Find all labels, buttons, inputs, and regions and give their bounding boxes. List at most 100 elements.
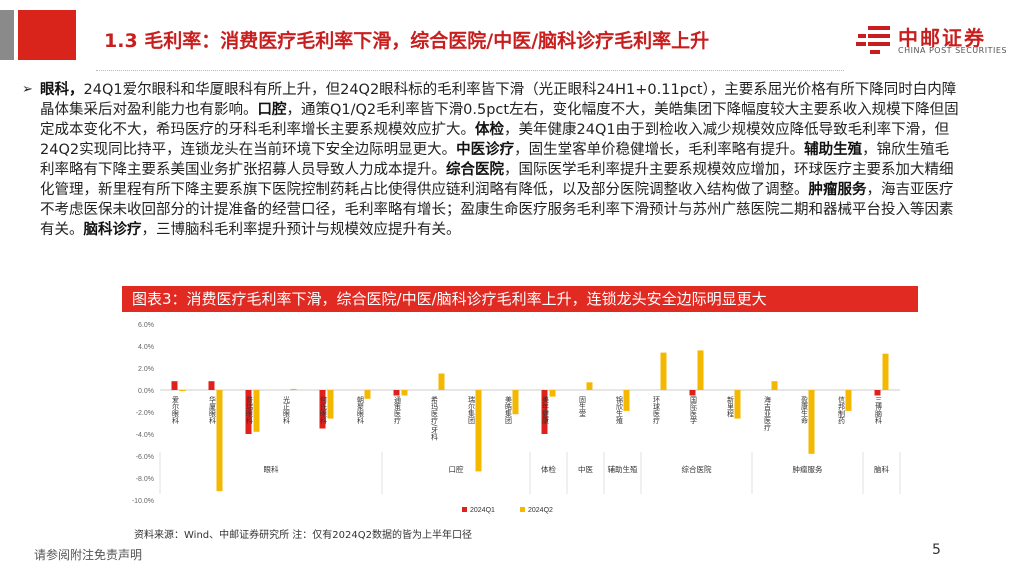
bar-2024Q2-0	[179, 390, 186, 392]
category-label: 环球医疗	[653, 396, 661, 425]
category-label: 国际医学	[690, 396, 698, 424]
bar-2024Q2-4	[327, 390, 334, 419]
gross-margin-bar-chart: 6.0% 4.0% 2.0% 0.0% -2.0% -4.0% -6.0% -8.0% -10.…	[132, 322, 901, 514]
category-label: 新里程	[727, 395, 735, 418]
category-label: 海吉亚医疗	[764, 395, 772, 432]
segment-text: ，国际医学毛利率提升主要系规模效应增加，环球医疗主要系加大精细化管理，新里程有所…	[40, 162, 954, 198]
segment-heading: 肿瘤服务	[808, 182, 867, 198]
segment-heading: 口腔	[257, 102, 287, 118]
segment-text: ，固生堂客单价稳健增长，毛利率略有提升。	[514, 142, 805, 158]
bar-2024Q2-8	[475, 390, 482, 472]
segment-text: ，美年健康24Q1由于到检收入减少规模效应降低导致毛利率下滑，但24Q2实现同比…	[40, 122, 950, 158]
logo-english-name: CHINA POST SECURITIES	[898, 46, 1007, 55]
group-label: 综合医院	[682, 464, 712, 474]
bar-2024Q1-19	[874, 390, 881, 396]
bar-2024Q2-17	[808, 390, 815, 454]
source-note: 资料来源：Wind、中邮证券研究所 注：仅有2024Q2数据的皆为上半年口径	[134, 530, 472, 541]
company-logo: 中邮证券 CHINA POST SECURITIES	[854, 24, 1014, 58]
category-label: 希玛医疗/牙科	[431, 395, 439, 441]
china-post-logo-icon	[856, 26, 890, 54]
bar-2024Q1-6	[393, 390, 400, 396]
bar-2024Q2-7	[438, 373, 445, 390]
category-label: 普瑞眼科	[246, 395, 254, 425]
legend-swatch-2024Q1	[462, 507, 467, 512]
bar-2024Q2-1	[216, 390, 223, 492]
category-label: 锦欣生殖	[616, 395, 624, 425]
y-tick-label: -6.0%	[136, 454, 154, 461]
bar-2024Q2-16	[771, 381, 778, 390]
bar-2024Q2-14	[697, 350, 704, 390]
category-label: 固生堂	[579, 396, 587, 417]
segment-heading: 眼科，	[40, 82, 84, 98]
legend-label: 2024Q2	[528, 507, 553, 514]
category-label: 三博脑科	[875, 396, 883, 425]
category-label: 美皓集团	[505, 395, 513, 425]
group-label: 辅助生殖	[608, 464, 638, 474]
category-label: 通策医疗	[394, 395, 402, 425]
gray-accent-bar	[0, 10, 14, 60]
y-tick-label: 4.0%	[138, 344, 154, 351]
chart-title-banner: 图表3：消费医疗毛利率下滑，综合医院/中医/脑科诊疗毛利率上升，连锁龙头安全边际…	[122, 286, 918, 312]
y-tick-label: -10.0%	[132, 498, 154, 505]
bar-2024Q1-1	[208, 381, 215, 390]
group-label: 脑科	[874, 464, 889, 474]
bar-2024Q2-11	[586, 382, 593, 390]
segment-heading: 辅助生殖	[804, 142, 863, 158]
category-label: 朝聚眼科	[357, 396, 365, 425]
y-tick-label: -4.0%	[136, 432, 154, 439]
red-accent-bar	[18, 10, 76, 60]
page-title: 1.3 毛利率：消费医疗毛利率下滑，综合医院/中医/脑科诊疗毛利率上升	[104, 30, 710, 52]
bar-2024Q2-10	[549, 390, 556, 397]
segment-heading: 中医诊疗	[456, 142, 515, 158]
category-label: 何氏眼科	[320, 395, 328, 425]
category-label: 信邦制药	[838, 395, 846, 425]
segment-text: ，海吉亚医疗不考虑医保未收回部分的计提准备的经营口径，毛利率略有增长；盈康生命医…	[40, 182, 954, 238]
category-label: 美年健康	[542, 395, 550, 424]
bar-2024Q2-18	[845, 390, 852, 411]
segment-text: ，锦欣生殖毛利率略有下降主要系美国业务扩张招募人员导致人力成本提升。	[40, 142, 950, 178]
category-label: 爱尔眼科	[172, 396, 180, 425]
segment-text: 24Q1爱尔眼科和华厦眼科有所上升，但24Q2眼科标的毛利率皆下滑（光正眼科24…	[40, 82, 957, 118]
bar-2024Q2-13	[660, 352, 667, 390]
group-label: 口腔	[449, 464, 464, 474]
bar-2024Q2-12	[623, 390, 630, 411]
group-label: 体检	[541, 464, 556, 474]
bar-2024Q2-3	[290, 388, 297, 390]
legend-label: 2024Q1	[470, 507, 495, 514]
group-label: 肿瘤服务	[793, 464, 823, 474]
category-label: 盈康生命	[801, 396, 809, 425]
arrow-bullet-icon: ➢	[22, 82, 33, 97]
group-label: 眼科	[264, 464, 279, 474]
bar-2024Q1-14	[689, 390, 696, 396]
category-label: 华厦眼科	[209, 395, 217, 425]
category-label: 瑞尔集团	[468, 395, 476, 425]
bar-2024Q2-15	[734, 390, 741, 419]
bar-2024Q2-19	[882, 353, 889, 390]
logo-chinese-name: 中邮证券	[898, 26, 986, 50]
commentary-paragraph: ➢ 眼科，24Q1爱尔眼科和华厦眼科有所上升，但24Q2眼科标的毛利率皆下滑（光…	[22, 80, 960, 240]
y-tick-label: 2.0%	[138, 366, 154, 373]
segment-heading: 综合医院	[446, 162, 504, 178]
segment-text: ，通策Q1/Q2毛利率皆下滑0.5pct左右，变化幅度不大，美皓集团下降幅度较大…	[40, 102, 959, 138]
y-tick-label: 0.0%	[138, 388, 154, 395]
segment-text: ，三博脑科毛利率提升预计与规模效应提升有关。	[141, 222, 461, 238]
segment-heading: 脑科诊疗	[83, 222, 142, 238]
bar-2024Q1-0	[171, 381, 178, 390]
bar-2024Q2-2	[253, 390, 260, 432]
bar-2024Q1-2	[245, 390, 252, 434]
bar-2024Q1-4	[319, 390, 326, 429]
y-tick-label: -8.0%	[136, 476, 154, 483]
page-number: 5	[932, 542, 941, 558]
bar-2024Q2-9	[512, 390, 519, 415]
header-divider	[96, 70, 844, 71]
y-tick-label: -2.0%	[136, 410, 154, 417]
bar-2024Q1-10	[541, 390, 548, 434]
legend-swatch-2024Q2	[520, 507, 525, 512]
segment-heading: 体检	[475, 122, 504, 138]
group-label: 中医	[578, 464, 593, 474]
y-tick-label: 6.0%	[138, 322, 154, 329]
bar-2024Q2-6	[401, 390, 408, 396]
category-label: 光正眼科	[283, 395, 291, 425]
bar-2024Q2-5	[364, 390, 371, 399]
disclaimer-footer: 请参阅附注免责声明	[34, 548, 143, 562]
